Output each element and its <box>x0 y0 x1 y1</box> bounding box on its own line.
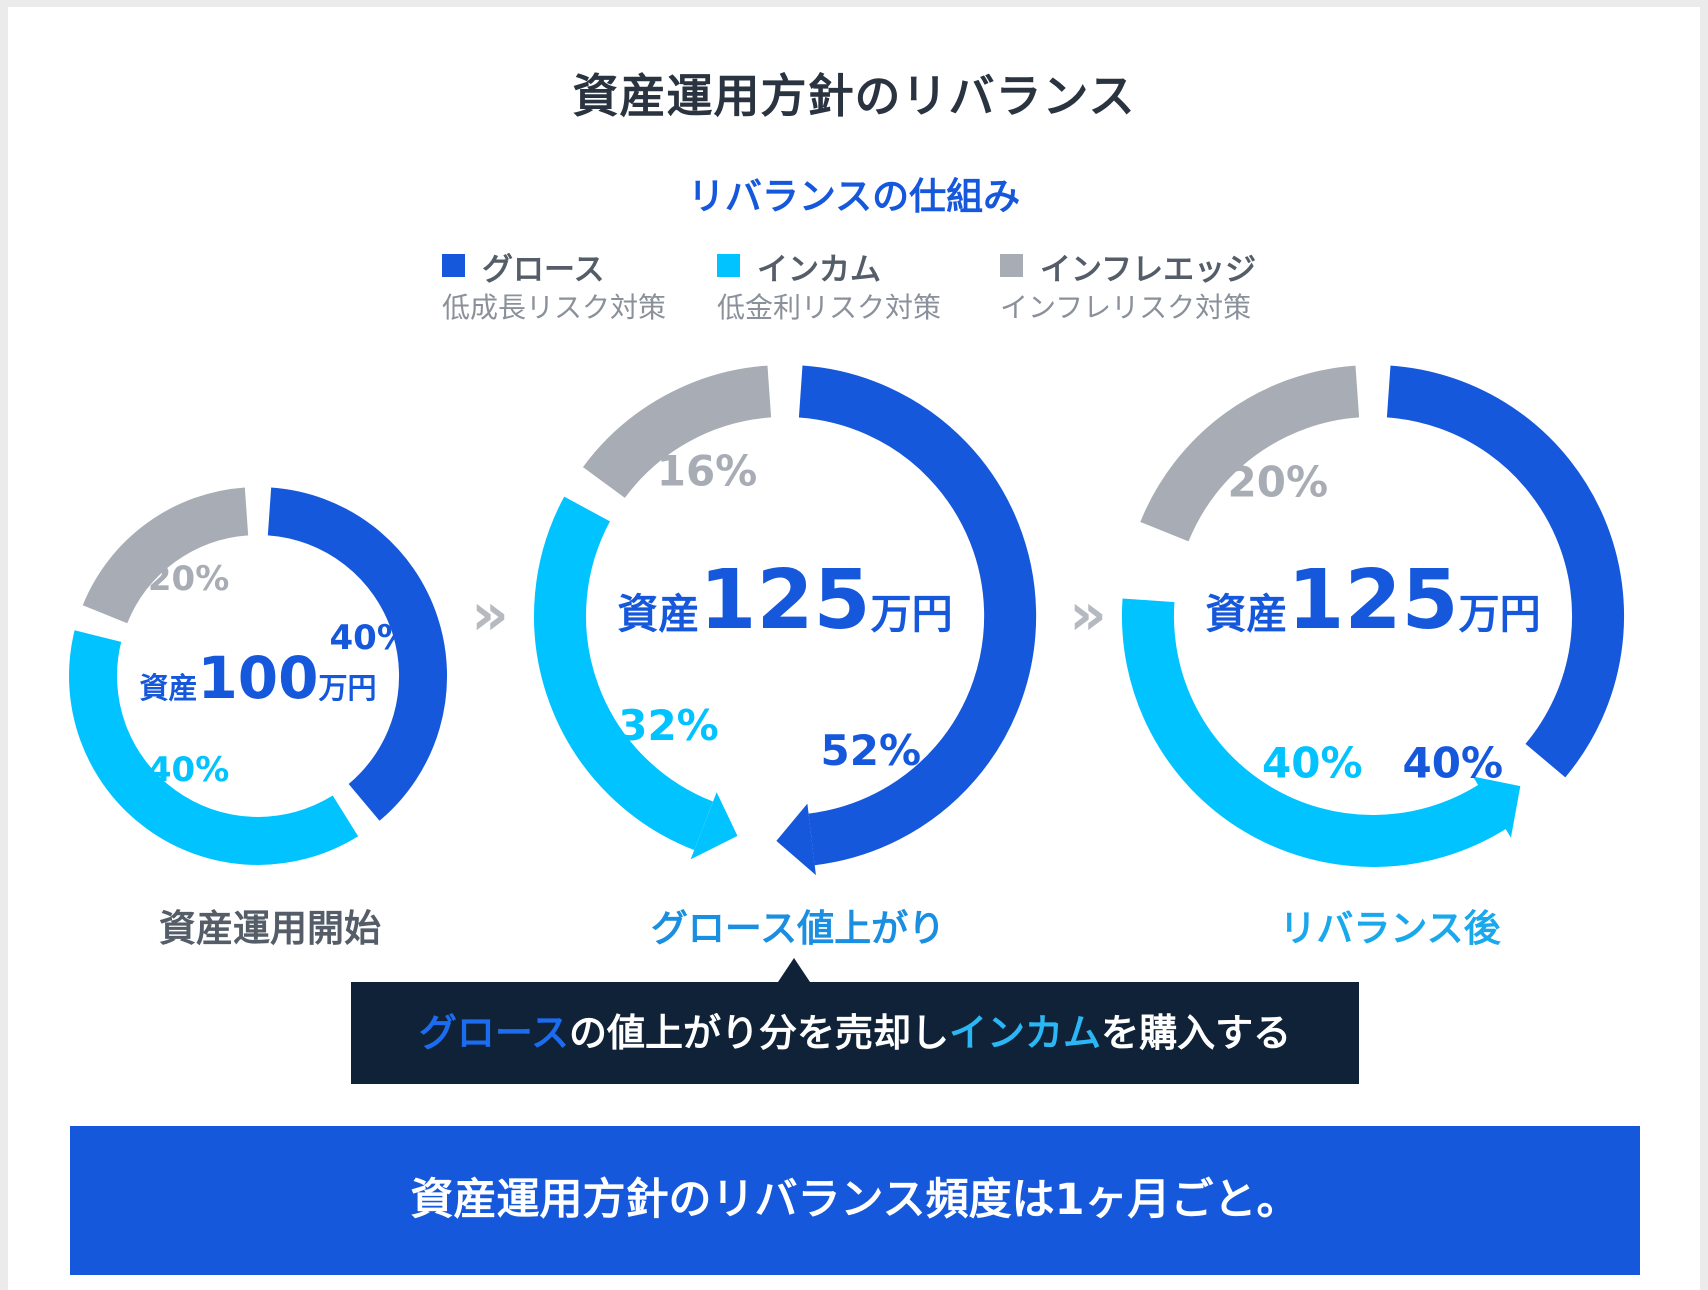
callout-text-2: を購入する <box>1101 1011 1292 1055</box>
frequency-banner: 資産運用方針のリバランス頻度は1ヶ月ごと。 <box>70 1126 1640 1275</box>
pct-label-growth-1: 40% <box>330 618 411 658</box>
segment-growth-3 <box>1386 365 1625 778</box>
segment-income-3 <box>1121 598 1506 867</box>
flow-arrow-2: » <box>1069 580 1106 648</box>
pct-label-inflation-1: 20% <box>148 559 229 599</box>
segment-income-2 <box>534 496 714 851</box>
pct-label-income-2: 32% <box>618 701 719 750</box>
callout-pointer <box>778 958 810 982</box>
legend-desc-growth: 低成長リスク対策 <box>442 291 667 324</box>
segment-growth-1 <box>267 487 447 821</box>
legend-desc-income: 低金利リスク対策 <box>717 291 942 324</box>
pct-label-income-3: 40% <box>1262 739 1363 788</box>
legend-name-inflation: インフレエッジ <box>1040 252 1257 288</box>
section-subtitle: リバランスの仕組み <box>687 175 1021 218</box>
asset-unit-2: 万円 <box>871 590 953 638</box>
segment-inflation-3 <box>1140 365 1360 542</box>
asset-unit-3: 万円 <box>1459 590 1541 638</box>
donut-charts: 40%40%20%資産100万円52%32%16%資産125万円40%40%20… <box>69 365 1625 876</box>
legend-desc-inflation: インフレリスク対策 <box>1000 291 1252 324</box>
arrowhead-income-3 <box>1472 776 1521 838</box>
asset-prefix-3: 資産 <box>1205 590 1287 638</box>
arrowhead-growth-2 <box>776 803 816 876</box>
rebalance-callout: グロースの値上がり分を売却しインカムを購入する <box>351 982 1359 1084</box>
pct-label-inflation-3: 20% <box>1228 457 1329 506</box>
flow-arrow-1: » <box>471 580 508 648</box>
legend-name-income: インカム <box>757 252 881 288</box>
asset-total-2: 資産125万円 <box>617 553 952 648</box>
segment-inflation-1 <box>82 487 249 624</box>
callout-income-word: インカム <box>949 1011 1102 1055</box>
segment-income-1 <box>69 630 359 865</box>
asset-value-2: 125 <box>699 553 870 648</box>
asset-value-3: 125 <box>1287 553 1458 648</box>
legend-swatch-inflation <box>1000 254 1023 277</box>
arrowhead-income-2 <box>690 792 738 860</box>
callout-text-1: の値上がり分を売却し <box>569 1011 950 1055</box>
segment-inflation-2 <box>582 365 772 499</box>
segment-growth-2 <box>798 365 1037 866</box>
legend-swatch-growth <box>442 254 465 277</box>
caption-start: 資産運用開始 <box>159 907 381 950</box>
page-title: 資産運用方針のリバランス <box>572 69 1136 123</box>
asset-prefix-1: 資産 <box>139 671 197 705</box>
legend-name-growth: グロース <box>482 252 605 288</box>
caption-after-rebalance: リバランス後 <box>1279 907 1501 950</box>
asset-prefix-2: 資産 <box>617 590 699 638</box>
pct-label-growth-2: 52% <box>821 726 922 775</box>
legend-swatch-income <box>717 254 740 277</box>
pct-label-income-1: 40% <box>148 750 229 790</box>
asset-total-3: 資産125万円 <box>1205 553 1540 648</box>
pct-label-growth-3: 40% <box>1403 739 1504 788</box>
caption-growth-rise: グロース値上がり <box>650 907 946 950</box>
callout-growth-word: グロース <box>418 1011 570 1055</box>
asset-unit-1: 万円 <box>319 671 377 705</box>
pct-label-inflation-2: 16% <box>657 447 758 496</box>
asset-total-1: 資産100万円 <box>139 644 376 712</box>
asset-value-1: 100 <box>197 644 318 712</box>
